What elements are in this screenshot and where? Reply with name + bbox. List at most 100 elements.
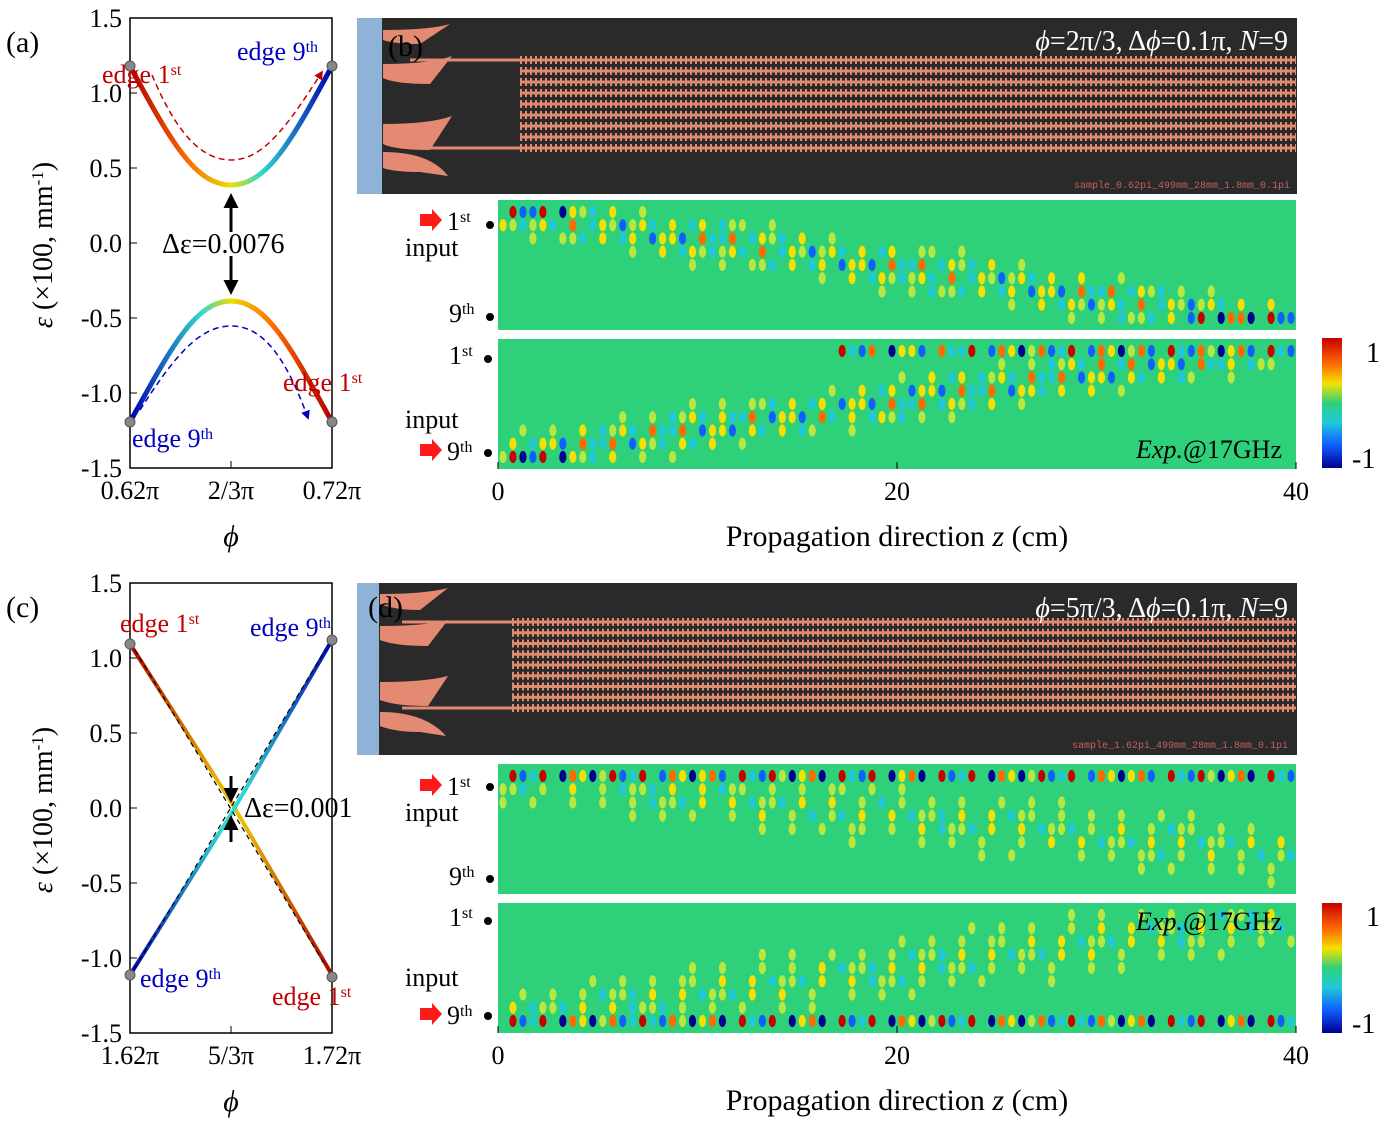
- waveguide-array: [402, 618, 1296, 712]
- field-cell: [1097, 961, 1106, 975]
- field-cell: [708, 437, 717, 450]
- field-cell: [579, 424, 587, 437]
- panel-label-d: (d): [368, 591, 403, 624]
- sample-id-d: sample_1.62pi_499mm_28mm_1.8mm_0.1pi: [1072, 740, 1288, 752]
- field-cell: [589, 219, 597, 232]
- field-cell: [1117, 948, 1126, 961]
- field-cell: [918, 836, 926, 849]
- field-cell: [758, 988, 766, 1001]
- field-cell: [938, 344, 946, 358]
- xtick-label: 0: [492, 477, 505, 506]
- field-cell: [1067, 948, 1076, 961]
- field-cell: [908, 384, 916, 397]
- field-cell: [1187, 908, 1195, 922]
- field-cell: [1177, 298, 1185, 311]
- waveguide-strip: [410, 146, 1296, 150]
- field-cell: [1137, 371, 1145, 384]
- field-cell: [609, 205, 617, 219]
- field-cell: [728, 769, 737, 783]
- field-cell: [639, 411, 647, 424]
- field-cell: [1077, 285, 1086, 298]
- field-cell: [1087, 298, 1096, 311]
- field-cell: [768, 397, 776, 411]
- field-cell: [928, 796, 936, 809]
- field-cell: [938, 384, 946, 397]
- field-cell: [1217, 1014, 1225, 1028]
- field-cell: [1137, 908, 1145, 922]
- field-cell: [1167, 809, 1175, 822]
- field-cell: [698, 783, 707, 796]
- field-cell: [609, 424, 617, 437]
- field-cell: [1207, 849, 1215, 862]
- field-cell: [1038, 397, 1046, 411]
- field-cell: [988, 769, 996, 783]
- field-cell: [968, 922, 976, 935]
- field-cell: [898, 1014, 906, 1028]
- field-cell: [708, 1014, 717, 1028]
- field-cell: [1287, 935, 1295, 948]
- dashed-line: [134, 649, 326, 966]
- field-cell: [499, 783, 507, 796]
- field-cell: [808, 961, 816, 975]
- field-cell: [988, 822, 996, 836]
- field-cell: [858, 1014, 866, 1028]
- field-cell: [559, 450, 567, 464]
- field-cell: [868, 809, 876, 822]
- field-cell: [968, 769, 976, 783]
- field-cell: [579, 769, 587, 783]
- field-cell: [1157, 922, 1165, 935]
- field-cell: [509, 769, 517, 783]
- field-cell: [738, 822, 746, 836]
- field-cell: [1227, 908, 1235, 922]
- field-cell: [858, 384, 866, 397]
- exp-label-b: Exp.@17GHz: [1135, 435, 1282, 464]
- row-label-1st: 1st: [447, 772, 471, 801]
- field-cell: [1247, 875, 1255, 889]
- field-cell: [698, 232, 707, 245]
- field-cell: [1187, 935, 1195, 948]
- field-cell: [569, 219, 577, 232]
- field-cell: [758, 769, 766, 783]
- field-cell: [1187, 298, 1195, 311]
- field-cell: [1097, 849, 1106, 862]
- field-cell: [1018, 769, 1026, 783]
- field-cell: [1287, 769, 1295, 783]
- field-cell: [1237, 769, 1245, 783]
- xtick-label: 1.72π: [303, 1041, 362, 1070]
- field-cell: [649, 796, 657, 809]
- field-cell: [668, 232, 677, 245]
- field-cell: [878, 285, 886, 298]
- field-cell: [609, 1001, 617, 1014]
- ytick-label: 1.5: [90, 569, 123, 598]
- field-cell: [1247, 836, 1255, 849]
- field-cell: [529, 988, 537, 1001]
- field-cell: [1157, 285, 1165, 298]
- field-cell: [1057, 796, 1066, 809]
- field-cell: [948, 411, 956, 424]
- field-cell: [559, 205, 567, 219]
- field-cell: [509, 437, 517, 450]
- xtick-label: 1.62π: [101, 1041, 160, 1070]
- field-cell: [728, 796, 737, 809]
- field-cell: [1067, 344, 1076, 358]
- field-cell: [1008, 384, 1016, 397]
- field-cell: [609, 796, 617, 809]
- field-cell: [908, 272, 916, 285]
- field-cell: [718, 975, 727, 988]
- field-cell: [1137, 384, 1145, 397]
- field-cell: [918, 245, 926, 258]
- field-cell: [1048, 285, 1056, 298]
- field-cell: [838, 822, 846, 836]
- field-cell: [619, 232, 627, 245]
- field-cell: [868, 836, 876, 849]
- field-cell: [629, 1001, 637, 1014]
- field-cell: [1287, 311, 1295, 325]
- field-cell: [599, 1014, 607, 1028]
- field-cell: [1077, 358, 1086, 371]
- field-cell: [748, 258, 756, 272]
- field-cell: [1038, 344, 1046, 358]
- field-cell: [688, 1014, 697, 1028]
- field-cell: [1177, 922, 1185, 935]
- field-cell: [1137, 344, 1145, 358]
- field-cell: [1107, 1014, 1116, 1028]
